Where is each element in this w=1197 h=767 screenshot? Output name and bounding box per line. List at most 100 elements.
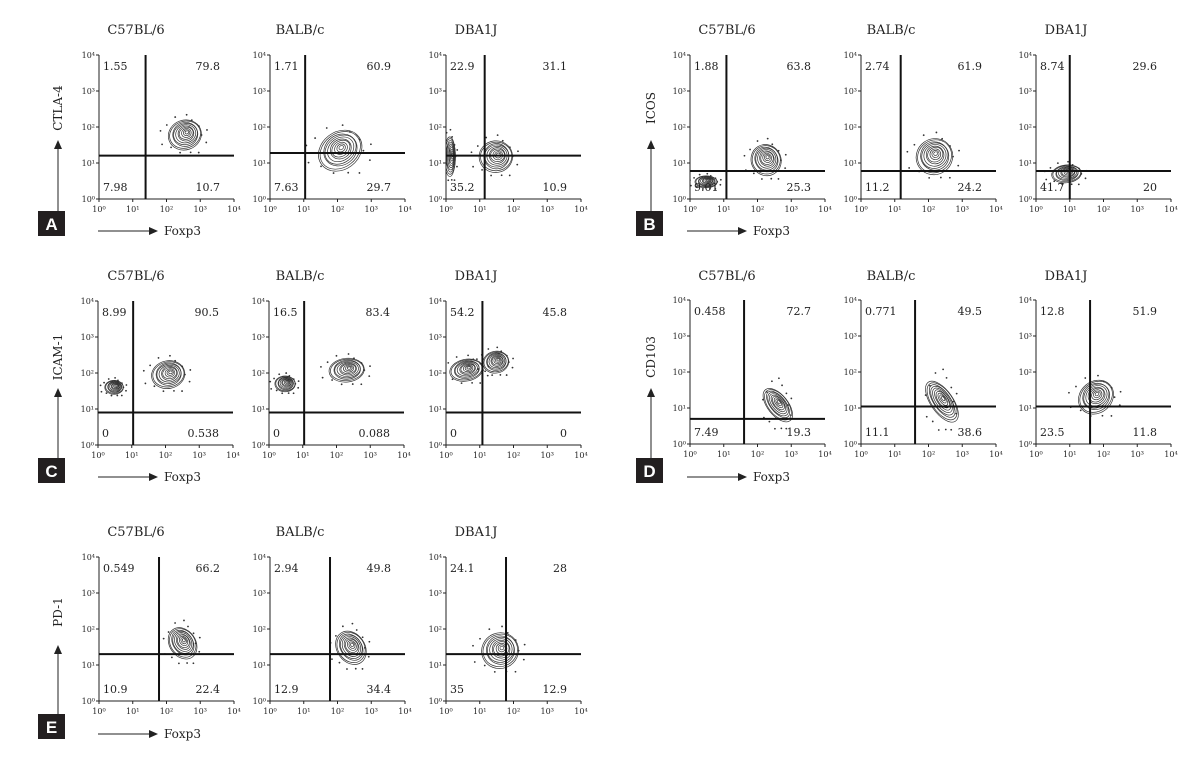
contour-line — [323, 133, 358, 167]
contour-line — [760, 151, 774, 165]
contour-line — [346, 366, 352, 370]
event-dot — [752, 172, 755, 175]
x-tick-label: 10⁰ — [92, 707, 105, 716]
quadrant-ur-value: 90.5 — [195, 306, 220, 319]
x-tick-label: 10² — [507, 451, 520, 460]
event-dot — [487, 348, 490, 350]
plot-d-1: BALB/c 10⁰ 10¹ 10² 10³ 10⁴ 10⁰ 10¹ 10² 10³ 10⁴ 0.77… — [844, 269, 1003, 459]
event-dot — [472, 358, 475, 361]
contour-line — [917, 139, 952, 174]
up-arrow-icon — [647, 140, 655, 149]
contour-line — [181, 638, 186, 643]
contour-line — [286, 380, 290, 384]
contour-line — [497, 644, 506, 653]
event-dot — [370, 143, 372, 146]
contour-line — [334, 360, 361, 379]
event-dot — [453, 179, 456, 182]
right-arrow-icon — [738, 227, 747, 235]
x-tick-label: 10³ — [785, 450, 798, 459]
event-dot — [353, 357, 355, 360]
contour-group — [269, 353, 371, 395]
contour-line — [454, 361, 480, 378]
y-tick-label: 10¹ — [673, 404, 686, 413]
y-tick-label: 10⁰ — [844, 195, 857, 204]
event-dot — [188, 380, 191, 383]
plot-a-0: C57BL/6 10⁰ 10¹ 10² 10³ 10⁴ 10⁰ 10¹ 10² 10³ 10⁴ 1.5… — [82, 23, 241, 214]
contour-line — [931, 150, 940, 158]
event-dot — [496, 134, 499, 137]
quadrant-ur-value: 45.8 — [543, 306, 568, 319]
quadrant-ul-value: 22.9 — [450, 60, 475, 73]
y-tick-label: 10³ — [252, 333, 265, 342]
y-tick-label: 10⁰ — [253, 195, 266, 204]
contour-line — [345, 365, 353, 372]
contour-line — [1056, 166, 1079, 180]
event-dot — [709, 187, 711, 190]
event-dot — [476, 145, 479, 147]
contour-line — [1060, 167, 1076, 178]
event-dot — [467, 354, 469, 357]
event-dot — [1045, 178, 1048, 181]
x-tick-label: 10¹ — [473, 451, 486, 460]
y-tick-label: 10⁰ — [673, 440, 686, 449]
x-tick-label: 10⁴ — [818, 205, 831, 214]
event-dot — [493, 671, 496, 673]
event-dot — [749, 148, 751, 151]
event-dot — [451, 135, 454, 138]
plot-c-1: BALB/c 10⁰ 10¹ 10² 10³ 10⁴ 10⁰ 10¹ 10² 10³ 10⁴ 16.5… — [252, 269, 411, 460]
event-dot — [297, 386, 300, 389]
strain-title: BALB/c — [276, 23, 325, 38]
contour-line — [456, 362, 478, 377]
y-axis-label: CD103 — [644, 336, 658, 378]
plot-b-0: C57BL/6 10⁰ 10¹ 10² 10³ 10⁴ 10⁰ 10¹ 10² 10³ 10⁴ 1.8… — [673, 23, 832, 214]
y-axis-label: ICOS — [644, 92, 658, 124]
y-tick-label: 10⁴ — [673, 296, 686, 305]
event-dot — [942, 368, 945, 371]
event-dot — [771, 380, 773, 383]
event-dot — [125, 384, 128, 386]
event-dot — [460, 382, 463, 385]
contour-group — [162, 619, 201, 665]
contour-line — [751, 145, 781, 175]
panel-d: D CD103 Foxp3 C57BL/6 10⁰ 10¹ 10² 10³ 10⁴ 10⁰ 10¹ 1… — [636, 269, 1178, 484]
event-dot — [121, 382, 123, 385]
y-tick-label: 10³ — [673, 87, 686, 96]
plot-c-2: DBA1J 10⁰ 10¹ 10² 10³ 10⁴ 10⁰ 10¹ 10² 10³ 10⁴ 54.2 4… — [429, 269, 588, 460]
event-dot — [192, 662, 195, 665]
contour-line — [493, 356, 502, 365]
quadrant-ul-value: 1.71 — [274, 60, 299, 73]
y-tick-label: 10³ — [429, 87, 442, 96]
event-dot — [777, 178, 780, 180]
quadrant-lr-value: 24.2 — [958, 181, 983, 194]
quadrant-ll-value: 9.01 — [694, 181, 719, 194]
contour-line — [319, 131, 361, 170]
quadrant-ll-value: 10.9 — [103, 683, 128, 696]
y-tick-label: 10⁰ — [82, 195, 95, 204]
x-tick-label: 10⁴ — [574, 205, 587, 214]
panel-letter: A — [45, 215, 57, 234]
event-dot — [453, 143, 456, 146]
event-dot — [955, 412, 958, 415]
event-dot — [1071, 164, 1074, 166]
contour-line — [767, 392, 789, 417]
event-dot — [766, 137, 769, 140]
quadrant-lr-value: 0 — [560, 427, 567, 440]
plot-b-2: DBA1J 10⁰ 10¹ 10² 10³ 10⁴ 10⁰ 10¹ 10² 10³ 10⁴ 8.74 2… — [1019, 23, 1178, 214]
event-dot — [490, 174, 492, 177]
event-dot — [347, 171, 350, 174]
y-tick-label: 10⁴ — [673, 51, 686, 60]
x-tick-label: 10⁰ — [854, 450, 867, 459]
y-tick-label: 10⁰ — [82, 697, 95, 706]
contour-group — [924, 368, 959, 431]
event-dot — [1053, 180, 1056, 183]
y-tick-label: 10⁰ — [673, 195, 686, 204]
event-dot — [159, 129, 162, 132]
x-tick-label: 10³ — [194, 205, 207, 214]
x-tick-label: 10¹ — [717, 450, 730, 459]
strain-title: DBA1J — [455, 525, 498, 540]
event-dot — [709, 174, 712, 177]
quadrant-ur-value: 51.9 — [1133, 305, 1158, 318]
event-dot — [1067, 160, 1069, 163]
event-dot — [99, 384, 102, 387]
